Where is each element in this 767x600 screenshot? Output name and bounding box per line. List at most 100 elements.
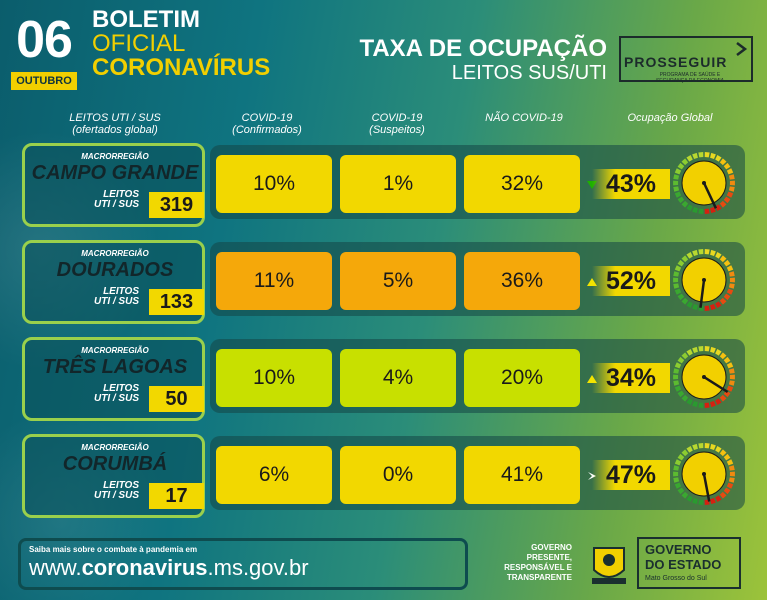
leitos-label: LEITOS UTI / SUS — [79, 287, 139, 307]
boletim-title: BOLETIM OFICIAL CORONAVÍRUS — [92, 8, 270, 80]
gauge-segment — [704, 346, 710, 352]
suspeitos-value: 5% — [340, 252, 456, 310]
gauge-segment — [719, 491, 727, 499]
macro-region-name: TRÊS LAGOAS — [42, 356, 188, 378]
gauge-segment — [673, 186, 680, 192]
prosseguir-logo: PROSSEGUIR PROGRAMA DE SAÚDE E SEGURANÇA… — [619, 36, 753, 84]
gauge-segment — [726, 288, 734, 295]
gauge-segment — [681, 491, 689, 499]
gauge-segment — [728, 283, 735, 289]
gauge-segment — [704, 208, 710, 214]
gauge-segment — [692, 346, 698, 353]
gauge-segment — [726, 191, 734, 198]
gauge-segment — [723, 259, 731, 267]
gauge-segment — [673, 368, 680, 374]
gauge-segment — [673, 477, 680, 483]
gauge-segment — [681, 297, 689, 305]
gauge-segment — [674, 482, 682, 489]
gauge-segment — [728, 174, 735, 180]
gauge-segment — [710, 207, 716, 214]
gauge-segment — [692, 152, 698, 159]
gauge-segment — [719, 200, 727, 208]
footer-site-box[interactable]: Saiba mais sobre o combate à pandemia em… — [18, 538, 468, 590]
gauge-segment — [677, 390, 685, 398]
gauge-segment — [728, 368, 735, 374]
gauge-segment — [726, 265, 734, 272]
governo-line3: Mato Grosso do Sul — [645, 575, 707, 582]
macro-region-label: MACRORREGIÃO — [81, 443, 149, 452]
gauge-segment — [715, 155, 722, 162]
gauge-segment — [715, 252, 722, 259]
gauge-segment — [710, 346, 716, 353]
gauge-segment — [723, 453, 731, 461]
gauge-segment — [729, 277, 735, 283]
suspeitos-value: 4% — [340, 349, 456, 407]
gauge-segment — [728, 186, 735, 192]
prosseguir-text: PROSSEGUIR — [624, 54, 728, 70]
nao-covid-value: 41% — [464, 446, 580, 504]
gauge-segment — [686, 252, 693, 259]
chevron-right-icon — [736, 42, 748, 56]
gauge-needle — [703, 375, 729, 394]
gauge-segment — [715, 495, 722, 502]
gauge-segment — [698, 346, 704, 352]
gauge-segment — [686, 349, 693, 356]
col-header-nao-covid: NÃO COVID-19 — [466, 112, 582, 124]
gauge-segment — [715, 301, 722, 308]
gauge-segment — [728, 465, 735, 471]
footer-site-link[interactable]: www.coronavirus.ms.gov.br — [29, 555, 309, 581]
macro-region-card: MACRORREGIÃO TRÊS LAGOAS LEITOS UTI / SUS 50 — [22, 337, 205, 421]
date-badge: 06 OUTUBRO — [7, 10, 81, 90]
gauge-segment — [698, 499, 704, 505]
col-header-suspeitos: COVID-19 (Suspeitos) — [342, 112, 452, 136]
ocupacao-value: 43% — [592, 169, 670, 199]
gauge-segment — [681, 200, 689, 208]
taxa-subtitle: LEITOS SUS/UTI — [451, 62, 607, 84]
gauge-hub — [702, 278, 706, 282]
nao-covid-value: 36% — [464, 252, 580, 310]
site-bold: coronavirus — [81, 555, 208, 580]
col-header-nao-covid-line1: NÃO COVID-19 — [485, 112, 563, 124]
site-suffix: .ms.gov.br — [207, 555, 309, 580]
leitos-label: LEITOS UTI / SUS — [79, 481, 139, 501]
col-header-suspeitos-line2: (Suspeitos) — [369, 124, 425, 136]
gauge-segment — [728, 477, 735, 483]
leitos-label-line1: LEITOS — [103, 286, 139, 297]
footer-saiba: Saiba mais sobre o combate à pandemia em — [29, 545, 198, 554]
gauge-segment — [719, 255, 727, 263]
gauge-segment — [726, 168, 734, 175]
macro-region-label: MACRORREGIÃO — [81, 249, 149, 258]
suspeitos-value: 0% — [340, 446, 456, 504]
gauge-segment — [704, 402, 710, 408]
gauge-segment — [677, 453, 685, 461]
gauge-hub — [702, 181, 706, 185]
gauge-segment — [704, 305, 710, 311]
gov-slogan-line1: GOVERNO — [531, 543, 572, 552]
gov-slogan: GOVERNO PRESENTE, RESPONSÁVEL E TRANSPAR… — [476, 543, 572, 583]
gauge-segment — [673, 374, 679, 380]
col-header-suspeitos-line1: COVID-19 — [371, 112, 423, 124]
confirmados-value: 6% — [216, 446, 332, 504]
taxa-title: TAXA DE OCUPAÇÃO — [359, 35, 607, 62]
leitos-label-line2: UTI / SUS — [93, 199, 139, 210]
gauge-segment — [686, 495, 693, 502]
col-header-leitos: LEITOS UTI / SUS (ofertados global) — [40, 112, 190, 136]
date-month: OUTUBRO — [11, 72, 77, 90]
gauge-segment — [723, 293, 731, 301]
gauge-segment — [698, 443, 704, 449]
gauge-segment — [692, 304, 698, 311]
gauge-segment — [698, 208, 704, 214]
gauge-segment — [673, 380, 680, 386]
gauge-segment — [681, 449, 689, 457]
governo-logo: GOVERNO DO ESTADO Mato Grosso do Sul — [637, 537, 741, 589]
gauge-segment — [677, 162, 685, 170]
gauge-segment — [723, 356, 731, 364]
leitos-label-line1: LEITOS — [103, 480, 139, 491]
gauge-segment — [673, 283, 680, 289]
gauge-segment — [692, 443, 698, 450]
gauge-segment — [692, 401, 698, 408]
gauge-segment — [710, 401, 716, 408]
governo-line2: DO ESTADO — [645, 557, 722, 572]
gauge-segment — [729, 471, 735, 477]
